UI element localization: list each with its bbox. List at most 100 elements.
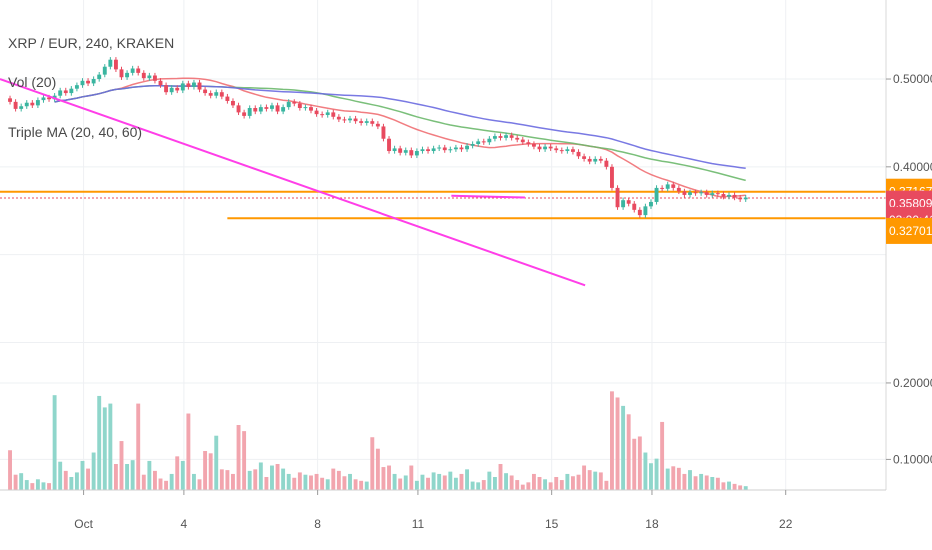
volume-bar xyxy=(203,451,208,490)
volume-bar xyxy=(476,482,481,490)
volume-bar xyxy=(582,465,587,490)
volume-bar xyxy=(570,476,575,490)
candle-body xyxy=(13,101,18,109)
volume-bar xyxy=(336,470,341,490)
ma-60-line xyxy=(54,84,746,170)
candle-body xyxy=(403,150,408,153)
candle-body xyxy=(392,148,397,152)
candle-body xyxy=(130,68,135,73)
volume-bar xyxy=(414,480,419,490)
volume-bar xyxy=(353,479,358,490)
candle-body xyxy=(286,101,291,108)
candle-body xyxy=(225,96,230,101)
candle-body xyxy=(24,102,29,107)
volume-bar xyxy=(504,473,509,490)
volume-bar xyxy=(743,486,748,490)
candle-body xyxy=(654,187,659,202)
volume-bar xyxy=(219,469,224,490)
candle-body xyxy=(442,147,447,151)
candle-body xyxy=(637,209,642,216)
candle-body xyxy=(314,110,319,115)
volume-bar xyxy=(671,466,676,490)
candle-body xyxy=(381,126,386,139)
volume-bar xyxy=(676,467,681,490)
triple-ma-legend[interactable]: Triple MA (20, 40, 60) xyxy=(8,124,142,140)
volume-bar xyxy=(270,465,274,490)
volume-bar xyxy=(52,395,57,490)
candle-body xyxy=(320,114,325,116)
volume-bar xyxy=(136,403,141,490)
candle-body xyxy=(264,107,269,109)
candle-body xyxy=(704,192,709,195)
candle-body xyxy=(487,138,492,143)
candle-body xyxy=(247,108,252,116)
candle-body xyxy=(136,68,141,73)
candle-body xyxy=(665,184,670,189)
time-axis[interactable]: Oct 4 8 11 15 18 22 xyxy=(74,490,793,531)
volume-bar xyxy=(621,405,626,490)
volume-bar xyxy=(197,479,202,490)
candle-body xyxy=(41,97,46,101)
volume-bar xyxy=(431,472,436,490)
candle-body xyxy=(409,150,414,156)
candle-body xyxy=(582,156,587,159)
price-tag-box xyxy=(886,217,932,244)
volume-bar xyxy=(74,472,79,490)
volume-bar xyxy=(264,477,269,490)
candle-body xyxy=(169,87,174,93)
candle-body xyxy=(175,87,180,91)
volume-bar xyxy=(693,476,698,490)
volume-bar xyxy=(236,425,241,490)
volume-bar xyxy=(610,391,614,490)
volume-bar xyxy=(30,483,35,490)
candle-body xyxy=(303,107,308,109)
volume-bar xyxy=(682,473,687,490)
volume-bar xyxy=(487,471,492,490)
candle-body xyxy=(498,136,503,138)
price-tags: 0.371670.3580903:00:410.32701 xyxy=(886,178,932,244)
volume-bar xyxy=(509,475,514,490)
candle-body xyxy=(420,149,425,152)
volume-bar xyxy=(325,479,330,490)
candle-body xyxy=(453,147,458,150)
candle-body xyxy=(398,148,403,153)
candle-body xyxy=(615,187,620,208)
volume-bar xyxy=(387,465,391,490)
trend-lines[interactable] xyxy=(0,78,586,287)
candle-body xyxy=(63,90,68,94)
candle-body xyxy=(336,116,341,120)
time-tick-label: 15 xyxy=(545,517,559,531)
volume-tick-label: 0.10000 xyxy=(893,452,932,466)
volume-bar xyxy=(626,414,631,490)
volume-bar xyxy=(158,478,163,490)
candle-body xyxy=(125,72,130,78)
volume-bar xyxy=(192,473,196,490)
candle-body xyxy=(660,187,665,189)
volume-bar xyxy=(253,469,258,490)
volume-bar xyxy=(543,479,548,490)
candle-body xyxy=(504,135,509,138)
candle-body xyxy=(570,149,575,152)
volume-bar xyxy=(654,458,659,490)
candle-body xyxy=(721,194,726,197)
volume-bar xyxy=(225,470,230,490)
volume-bar xyxy=(342,476,347,490)
volume-bar xyxy=(649,463,653,490)
candle-body xyxy=(715,193,720,195)
symbol-legend[interactable]: XRP / EUR, 240, KRAKEN xyxy=(8,35,174,51)
volume-bar xyxy=(715,477,720,490)
volume-bar xyxy=(281,468,286,490)
candle-body xyxy=(208,93,213,96)
volume-legend[interactable]: Vol (20) xyxy=(8,74,56,90)
volume-bar xyxy=(152,470,157,490)
volume-bar xyxy=(481,480,486,490)
volume-bar xyxy=(576,474,581,490)
volume-bar xyxy=(704,475,709,490)
horizontal-levels[interactable] xyxy=(0,190,886,220)
volume-bar xyxy=(437,473,442,490)
volume-bar xyxy=(643,452,648,490)
time-tick-label: 22 xyxy=(779,517,793,531)
volume-bar xyxy=(208,453,213,490)
